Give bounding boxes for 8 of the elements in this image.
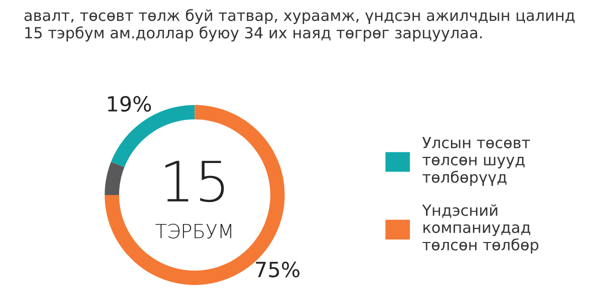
chart-title: авалт, төсөвт төлж буй татвар, хураамж, үндсэн ажилчдын цалинд 15 тэрбум ам.доллар буюу 34 их наяд төгрөг зарцуулаа.: [24, 9, 575, 42]
text: ТЭРБУМ: [156, 224, 232, 238]
text: 15: [165, 160, 224, 202]
data-label: 19%: [108, 96, 151, 112]
legend-label: Үндэсний компаниудад төлсөн төлбөр: [422, 204, 538, 254]
data-label: 75%: [256, 262, 300, 278]
donut-slice: [104, 162, 124, 195]
legend-label: Улсын төсөвт төлсөн шууд төлбөрүүд: [422, 136, 530, 186]
